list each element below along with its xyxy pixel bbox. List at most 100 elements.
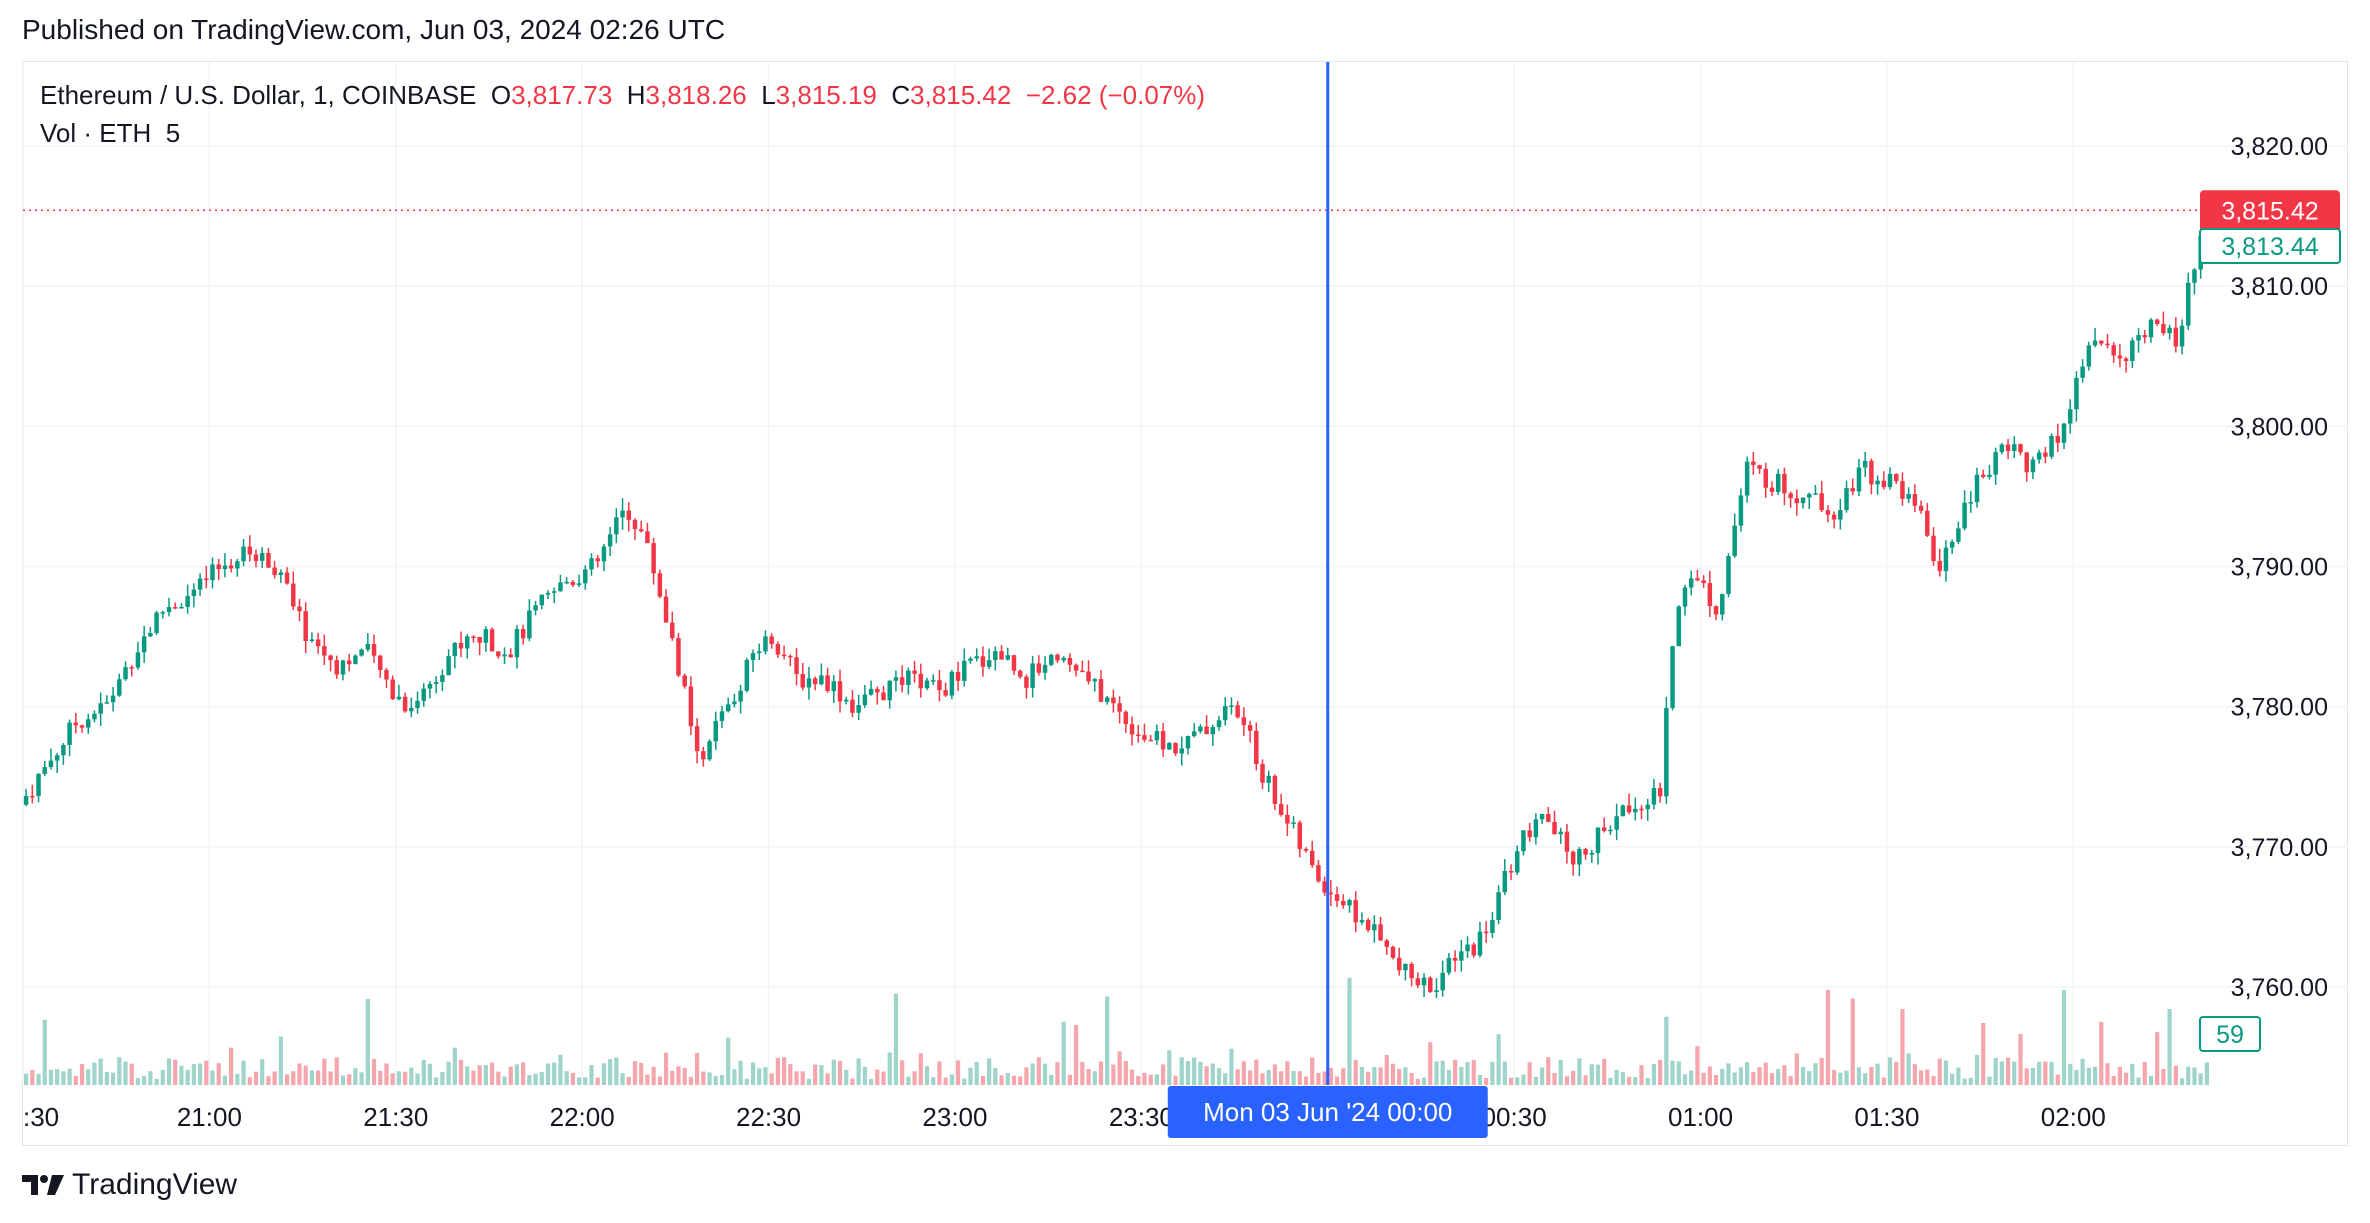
volume-bar — [1484, 1078, 1489, 1085]
volume-bar — [1999, 1061, 2004, 1085]
volume-bar — [247, 1077, 252, 1085]
volume-bars — [23, 977, 2210, 1085]
volume-bar — [1819, 1057, 1824, 1085]
candle — [1657, 782, 1663, 803]
candle — [1247, 720, 1253, 743]
low-value: 3,815.19 — [775, 80, 877, 110]
volume-bar — [2018, 1033, 2023, 1085]
candle — [670, 611, 675, 641]
candle — [949, 669, 955, 700]
candle — [2161, 311, 2166, 336]
volume-bar — [1160, 1064, 1166, 1085]
candle — [1384, 938, 1390, 955]
candle — [564, 577, 569, 585]
volume-bar — [502, 1076, 507, 1085]
volume-label[interactable]: Vol · ETH — [40, 118, 152, 148]
candle — [359, 648, 364, 657]
candle — [135, 641, 141, 670]
volume-bar — [1925, 1069, 1930, 1085]
candle — [2136, 328, 2141, 353]
volume-bar — [353, 1068, 358, 1085]
volume-bar — [2155, 1032, 2160, 1085]
candle — [663, 589, 669, 623]
volume-bar — [955, 1060, 961, 1085]
candle — [1639, 805, 1644, 820]
candle — [1446, 952, 1452, 976]
volume-bar — [993, 1067, 998, 1085]
candle — [1229, 697, 1234, 715]
candle — [1937, 548, 1942, 577]
volume-bar — [1322, 1071, 1327, 1085]
volume-bar — [987, 1058, 992, 1085]
candle — [1061, 656, 1066, 663]
volume-bar — [1825, 989, 1831, 1085]
volume-bar — [1303, 1076, 1309, 1085]
candle — [1403, 963, 1408, 981]
volume-bar — [1179, 1057, 1184, 1085]
volume-bar — [949, 1074, 954, 1085]
candle — [1701, 575, 1706, 588]
volume-bar — [1813, 1063, 1818, 1085]
candle — [1788, 491, 1793, 508]
volume-bar — [1757, 1067, 1762, 1085]
volume-bar — [527, 1075, 532, 1085]
volume-bar — [1409, 1072, 1414, 1085]
candle — [551, 587, 557, 604]
volume-bar — [1154, 1074, 1159, 1085]
volume-bar — [2111, 1075, 2116, 1085]
candle — [831, 675, 837, 704]
volume-bar — [1502, 1061, 1507, 1085]
candle — [1800, 497, 1806, 509]
volume-bar — [1204, 1066, 1209, 1085]
volume-bar — [1459, 1066, 1464, 1085]
volume-bar — [1546, 1057, 1551, 1085]
volume-bar — [583, 1077, 588, 1085]
volume-bar — [1589, 1064, 1594, 1085]
volume-bar — [2130, 1063, 2135, 1085]
volume-bar — [2161, 1068, 2166, 1085]
candle — [191, 583, 197, 608]
candle — [1452, 950, 1458, 972]
candle — [1291, 816, 1296, 829]
y-axis[interactable]: 3,820.00 3,810.00 3,800.00 3,790.00 3,780.00… — [2231, 133, 2328, 1002]
y-tick-label: 3,800.00 — [2231, 413, 2328, 441]
candle — [1496, 885, 1501, 925]
tradingview-brand[interactable]: TradingView — [22, 1168, 237, 1202]
volume-bar — [1036, 1057, 1041, 1085]
volume-bar — [1446, 1069, 1452, 1085]
volume-bar — [446, 1061, 451, 1085]
volume-bar — [123, 1061, 128, 1085]
candle — [806, 666, 812, 700]
volume-bar — [1521, 1074, 1526, 1085]
candle — [1421, 973, 1427, 997]
candle — [2105, 333, 2110, 349]
symbol-label[interactable]: Ethereum / U.S. Dollar, 1, COINBASE — [40, 80, 477, 110]
candle — [1751, 451, 1756, 475]
x-tick-label: 01:30 — [1854, 1102, 1919, 1132]
volume-bar — [1782, 1065, 1787, 1085]
x-axis[interactable]: :30 21:00 21:30 22:00 22:30 23:00 23:30 00:30 01… — [23, 1102, 2106, 1132]
candle — [1396, 947, 1402, 976]
volume-bar — [2061, 990, 2067, 1085]
candle — [1856, 458, 1862, 496]
x-tick-label: 21:00 — [177, 1102, 242, 1132]
volume-bar — [1850, 998, 1855, 1085]
candle — [328, 654, 333, 672]
volume-bar — [1279, 1071, 1284, 1085]
candle — [1210, 724, 1216, 746]
candle — [533, 600, 538, 616]
candle — [899, 665, 905, 693]
volume-bar — [1310, 1057, 1315, 1085]
candle — [1807, 492, 1812, 510]
candle — [210, 557, 215, 589]
candle — [1583, 847, 1588, 860]
candle — [682, 673, 687, 689]
candle — [2067, 399, 2073, 434]
volume-bar — [260, 1059, 265, 1085]
volume-bar — [2204, 1062, 2210, 1085]
candle — [1552, 810, 1557, 835]
volume-bar — [844, 1069, 849, 1085]
candle — [1962, 490, 1967, 531]
candle — [2018, 443, 2023, 456]
